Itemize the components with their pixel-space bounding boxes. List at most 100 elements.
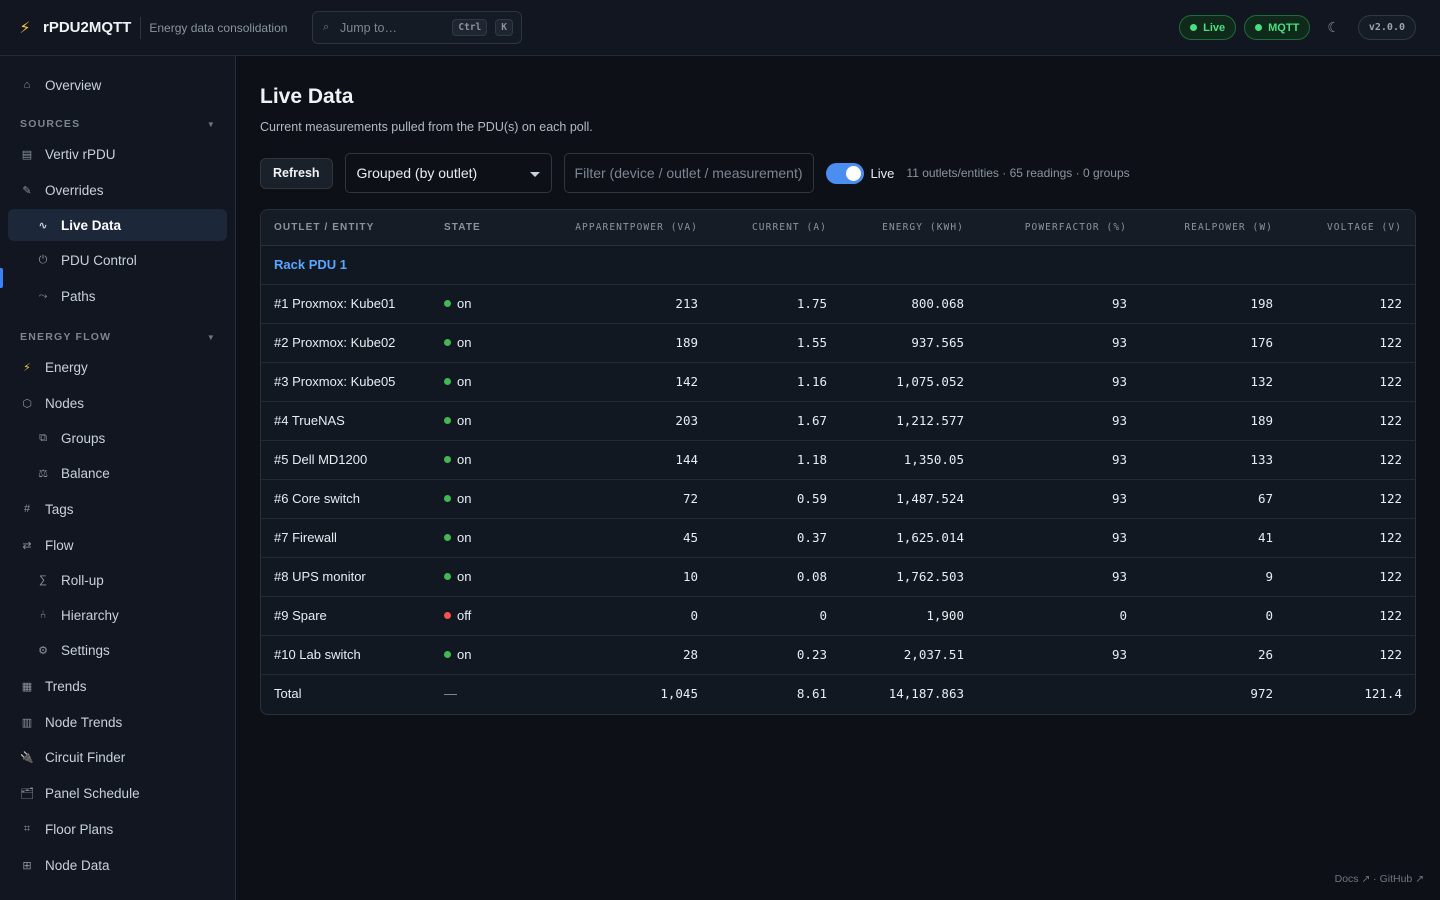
- sidebar-item-panel-schedule[interactable]: 🗂 Panel Schedule: [8, 777, 227, 809]
- search-icon: ⌕: [323, 21, 330, 33]
- sidebar-item-groups[interactable]: ⧉ Groups: [8, 422, 227, 454]
- sidebar-item-paths[interactable]: ⤳ Paths: [8, 280, 227, 312]
- energy-cell: 1,487.524: [827, 479, 964, 519]
- state-indicator: on: [444, 413, 534, 428]
- sidebar-item-trends[interactable]: ▦ Trends: [8, 670, 227, 702]
- apparentpower-cell: 189: [534, 323, 698, 363]
- app-name: rPDU2MQTT: [43, 19, 132, 36]
- live-status-label: Live: [1203, 21, 1226, 34]
- outlet-name-cell: #1 Proxmox: Kube01: [261, 284, 444, 324]
- sidebar-item-flow[interactable]: ⇄ Flow: [8, 529, 227, 561]
- table-row[interactable]: #8 UPS monitor on 10 0.08 1,762.503 93 9 122: [261, 557, 1415, 597]
- sidebar-item-label: Paths: [61, 288, 96, 304]
- state-placeholder: —: [444, 686, 457, 702]
- realpower-cell: 26: [1127, 635, 1273, 675]
- col-header-state[interactable]: STATE: [444, 210, 534, 246]
- refresh-button[interactable]: Refresh: [260, 157, 333, 189]
- col-header-current[interactable]: CURRENT (A): [698, 210, 827, 246]
- sidebar-item-balance[interactable]: ⚖ Balance: [8, 457, 227, 489]
- table-row[interactable]: #7 Firewall on 45 0.37 1,625.014 93 41 122: [261, 518, 1415, 558]
- state-label: on: [457, 374, 472, 389]
- sidebar-item-energy[interactable]: ⚡ Energy: [8, 351, 227, 383]
- energy-cell: 800.068: [827, 284, 964, 324]
- power-icon: ⏻: [38, 253, 48, 266]
- live-toggle[interactable]: [825, 162, 864, 184]
- arrows-exchange-icon: ⇄: [22, 539, 32, 552]
- sigma-icon: ∑: [39, 574, 47, 586]
- current-cell: 1.16: [698, 362, 827, 402]
- sidebar-item-nodes[interactable]: ⬡ Nodes: [8, 387, 227, 419]
- sidebar-item-label: Vertiv rPDU: [45, 146, 116, 162]
- energy-cell: 14,187.863: [888, 686, 964, 702]
- live-status-badge[interactable]: Live: [1179, 15, 1237, 40]
- bar-chart-icon: ▦: [21, 680, 33, 693]
- sidebar-item-label: Energy: [45, 359, 88, 375]
- state-label: off: [457, 608, 472, 623]
- table-row[interactable]: #3 Proxmox: Kube05 on 142 1.16 1,075.052 93 13…: [261, 362, 1415, 402]
- sidebar-item-node-data[interactable]: ⊞ Node Data: [8, 849, 227, 881]
- sidebar-item-roll-up[interactable]: ∑ Roll-up: [8, 564, 227, 596]
- table-row[interactable]: #5 Dell MD1200 on 144 1.18 1,350.05 93 133 122: [261, 440, 1415, 480]
- state-dot-icon: [444, 456, 451, 463]
- current-cell: 1.67: [698, 401, 827, 441]
- sidebar-item-vertiv-rpdu[interactable]: ▤ Vertiv rPDU: [8, 138, 227, 170]
- sidebar-item-overrides[interactable]: ✎ Overrides: [8, 174, 227, 206]
- col-header-outlet[interactable]: OUTLET / ENTITY: [261, 210, 444, 246]
- table-row[interactable]: #2 Proxmox: Kube02 on 189 1.55 937.565 93 176 1…: [261, 323, 1415, 363]
- sidebar-item-tags[interactable]: # Tags: [8, 493, 227, 525]
- scale-icon: ⚖: [38, 467, 48, 480]
- sidebar-item-settings[interactable]: ⚙ Settings: [8, 634, 227, 666]
- sidebar-item-overview[interactable]: ⌂ Overview: [8, 69, 227, 101]
- group-row[interactable]: Rack PDU 1: [261, 245, 1415, 285]
- total-row[interactable]: Total — 1,045 8.61 14,187.863 972 121.4: [261, 674, 1415, 713]
- col-header-realpower[interactable]: REALPOWER (W): [1127, 210, 1273, 246]
- state-cell: on: [444, 518, 534, 558]
- sidebar-item-floor-plans[interactable]: ⌗ Floor Plans: [8, 813, 227, 845]
- footer-links[interactable]: Docs ↗ · GitHub ↗: [1334, 873, 1424, 885]
- outlet-name-cell: #2 Proxmox: Kube02: [261, 323, 444, 363]
- powerfactor-cell: 93: [964, 518, 1127, 558]
- state-dot-icon: [444, 378, 451, 385]
- voltage-cell: 122: [1273, 557, 1415, 597]
- table-row[interactable]: #1 Proxmox: Kube01 on 213 1.75 800.068 93 198 1…: [261, 284, 1415, 324]
- table-row[interactable]: #6 Core switch on 72 0.59 1,487.524 93 67 122: [261, 479, 1415, 519]
- sidebar-item-pdu-control[interactable]: ⏻ PDU Control: [8, 244, 227, 276]
- col-header-voltage[interactable]: VOLTAGE (V): [1273, 210, 1415, 246]
- apparentpower-cell: 28: [534, 635, 698, 675]
- grouping-select[interactable]: Grouped (by outlet): [344, 153, 552, 193]
- state-indicator: on: [444, 569, 534, 584]
- col-header-energy[interactable]: ENERGY (KWH): [827, 210, 964, 246]
- jump-to-search[interactable]: ⌕ Jump to… Ctrl K: [312, 11, 522, 44]
- section-energy-flow[interactable]: ENERGY FLOW ▼: [20, 331, 216, 343]
- col-header-powerfactor[interactable]: POWERFACTOR (%): [964, 210, 1127, 246]
- table-row[interactable]: #9 Spare off 0 0 1,900 0 0 122: [261, 596, 1415, 636]
- sidebar-item-circuit-finder[interactable]: 🔌 Circuit Finder: [8, 741, 227, 773]
- sidebar-item-node-trends[interactable]: ▥ Node Trends: [8, 706, 227, 738]
- sidebar-item-live-data[interactable]: ∿ Live Data: [8, 209, 227, 241]
- sidebar-item-label: Tags: [45, 501, 74, 517]
- table-row[interactable]: #4 TrueNAS on 203 1.67 1,212.577 93 189 122: [261, 401, 1415, 441]
- col-header-apparentpower[interactable]: APPARENTPOWER (VA): [534, 210, 698, 246]
- voltage-cell: 122: [1273, 401, 1415, 441]
- outlet-name-cell: Total: [274, 686, 302, 702]
- page-title: Live Data: [260, 85, 354, 108]
- current-cell: 0.37: [698, 518, 827, 558]
- sidebar-item-hierarchy[interactable]: ⑃ Hierarchy: [8, 599, 227, 631]
- active-indicator: [0, 268, 3, 288]
- brand[interactable]: ⚡ rPDU2MQTT Energy data consolidation: [0, 0, 287, 56]
- state-cell: on: [444, 362, 534, 402]
- current-cell: 1.18: [698, 440, 827, 480]
- table-icon: ⊞: [22, 859, 32, 872]
- state-indicator: on: [444, 647, 534, 662]
- state-indicator: on: [444, 296, 534, 311]
- apparentpower-cell: 213: [534, 284, 698, 324]
- sidebar-item-label: Trends: [45, 678, 87, 694]
- voltage-cell: 122: [1273, 440, 1415, 480]
- state-indicator: on: [444, 491, 534, 506]
- live-data-table: OUTLET / ENTITY STATE APPARENTPOWER (VA)…: [260, 209, 1416, 715]
- table-row[interactable]: #10 Lab switch on 28 0.23 2,037.51 93 26 122: [261, 635, 1415, 675]
- theme-toggle-moon-icon[interactable]: ☾: [1327, 19, 1340, 35]
- section-sources[interactable]: SOURCES ▼: [20, 118, 216, 130]
- mqtt-status-badge[interactable]: MQTT: [1244, 15, 1311, 40]
- filter-input[interactable]: [563, 153, 814, 193]
